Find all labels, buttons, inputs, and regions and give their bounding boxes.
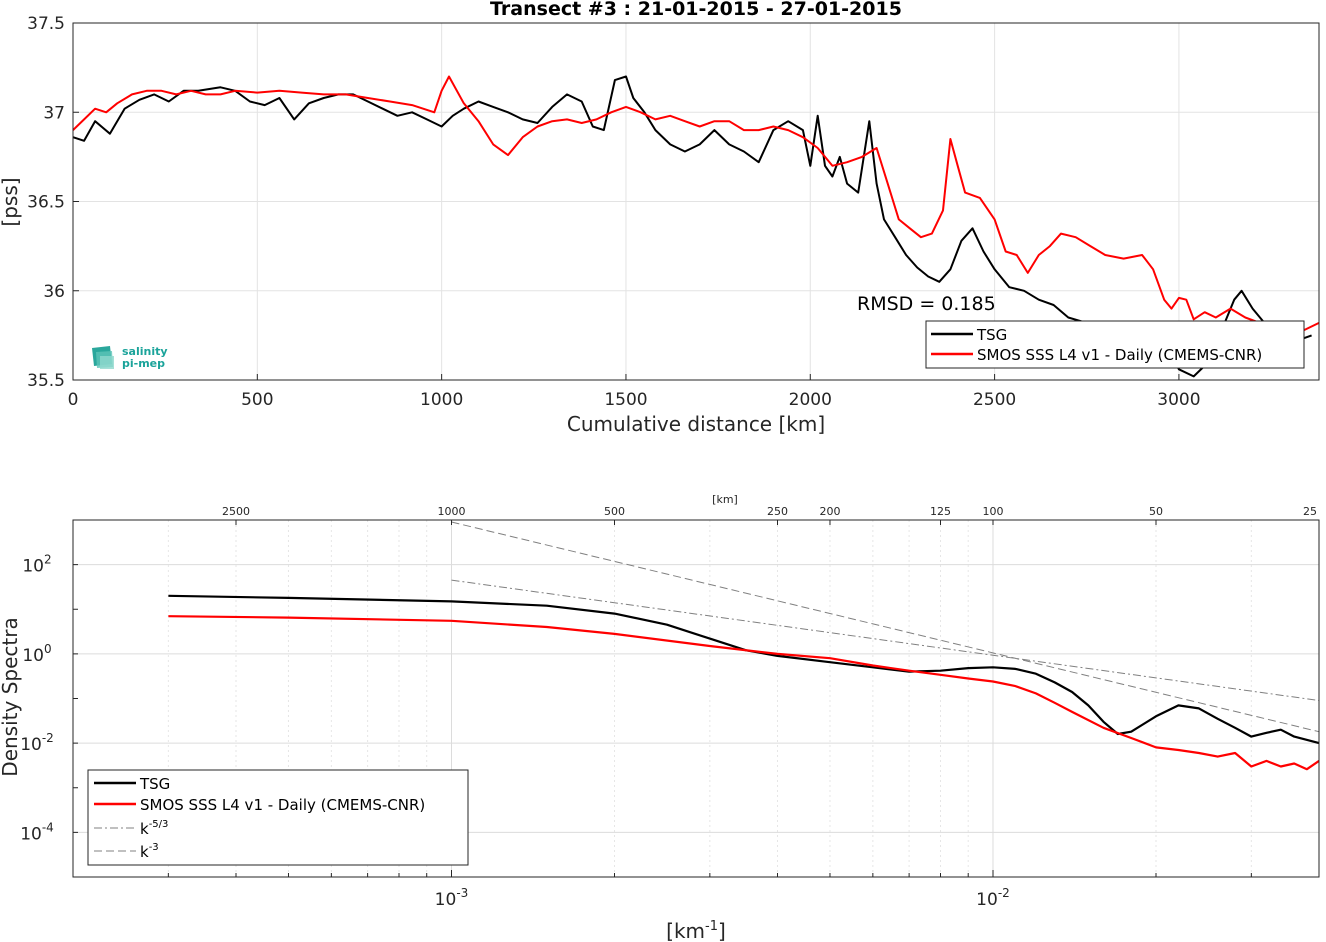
y-axis-ticks: 102 100 10-2 10-4 [20, 519, 78, 878]
series-line-k3 [451, 521, 1320, 733]
salinity-pimep-logo: salinity pi-mep [92, 345, 168, 370]
x-tick-label: 10-3 [435, 886, 469, 910]
density-spectra-chart: 10-3 10-2 102 100 10-2 10-4 2500 1000 500 250 20… [0, 493, 1320, 942]
top-tick-label: 250 [767, 505, 788, 518]
y-axis-label: [pss] [0, 177, 22, 226]
top-tick-label: 100 [982, 505, 1003, 518]
legend-box [87, 769, 469, 866]
y-tick-label: 10-4 [20, 820, 54, 844]
y-axis-label: Density Spectra [0, 617, 22, 776]
series-line-smos [72, 75, 1320, 337]
top-tick-label: 125 [930, 505, 951, 518]
y-axis-ticks: 35.5 36 36.5 37 37.5 [27, 14, 79, 391]
rmsd-annotation: RMSD = 0.185 [857, 293, 996, 315]
x-tick-label: 0 [68, 390, 79, 410]
legend-label-tsg: TSG [139, 775, 170, 793]
x-axis-label-end: ] [718, 919, 726, 942]
x-axis-label: [km-1] [666, 919, 726, 942]
x-tick-label: 500 [241, 390, 273, 410]
y-tick-label: 37.5 [27, 14, 65, 34]
y-tick-label: 36.5 [27, 193, 65, 213]
chart-title: Transect #3 : 21-01-2015 - 27-01-2015 [490, 0, 902, 20]
legend-label-k53-sup: -5/3 [149, 819, 169, 830]
top-tick-label: 50 [1149, 505, 1163, 518]
x-tick-label: 1500 [604, 390, 647, 410]
top-legend: TSG SMOS SSS L4 v1 - Daily (CMEMS-CNR) [925, 320, 1305, 369]
series-group [168, 521, 1320, 771]
series-group [72, 75, 1320, 378]
top-axis-ticks: 2500 1000 500 250 200 125 100 50 25 [222, 505, 1320, 525]
y-tick-label: 10-2 [20, 731, 54, 755]
legend-label-smos: SMOS SSS L4 v1 - Daily (CMEMS-CNR) [140, 796, 425, 814]
legend-label-k3-base: k [140, 843, 149, 861]
legend-label-tsg: TSG [976, 326, 1007, 344]
y-tick-label: 100 [22, 642, 51, 666]
legend-label-smos: SMOS SSS L4 v1 - Daily (CMEMS-CNR) [977, 346, 1262, 364]
x-tick-label: 1000 [420, 390, 463, 410]
y-tick-label: 102 [22, 553, 51, 577]
series-line-tsg [168, 594, 1320, 745]
top-tick-label: 2500 [222, 505, 250, 518]
y-tick-label: 37 [43, 103, 65, 123]
x-axis-label-base: [km [666, 919, 705, 942]
x-tick-label: 10-2 [976, 886, 1010, 910]
salinity-transect-chart: Transect #3 : 21-01-2015 - 27-01-2015 0 5… [0, 0, 1320, 436]
top-axis-label: [km] [712, 493, 738, 506]
x-tick-label: 2500 [973, 390, 1016, 410]
top-tick-label: 1000 [437, 505, 465, 518]
legend-label-k3-sup: -3 [149, 842, 159, 853]
x-axis-label-sup: -1 [705, 919, 718, 934]
x-tick-label: 2000 [789, 390, 832, 410]
x-tick-label: 3000 [1157, 390, 1200, 410]
bottom-legend: TSG SMOS SSS L4 v1 - Daily (CMEMS-CNR) k… [87, 769, 469, 866]
y-tick-label: 35.5 [27, 371, 65, 391]
series-line-tsg [72, 75, 1312, 378]
legend-label-k53-base: k [140, 820, 149, 838]
series-line-smos [168, 615, 1320, 771]
series-line-k53 [451, 579, 1320, 701]
top-tick-label: 200 [819, 505, 840, 518]
legend-label-k53: k-5/3 [140, 819, 168, 838]
logo-text-line1: salinity [122, 345, 168, 358]
legend-box [925, 320, 1305, 369]
y-tick-label: 36 [43, 282, 65, 302]
logo-text-line2: pi-mep [122, 357, 165, 370]
top-tick-label: 25 [1303, 505, 1317, 518]
legend-label-k3: k-3 [140, 842, 159, 861]
x-axis-label: Cumulative distance [km] [567, 412, 825, 436]
x-axis-ticks: 10-3 10-2 [167, 870, 1252, 910]
x-axis-ticks: 0 500 1000 1500 2000 2500 3000 [68, 374, 1201, 410]
top-tick-label: 500 [604, 505, 625, 518]
